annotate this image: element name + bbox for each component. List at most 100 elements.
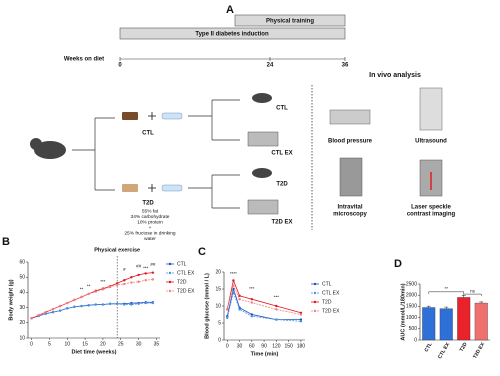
- plus-icon: [148, 112, 156, 120]
- data-point: [66, 301, 69, 305]
- method-label: Ultrasound: [415, 139, 447, 145]
- data-point: [44, 310, 48, 314]
- bottle-icon: [161, 184, 183, 192]
- x-tick-label: T2D: [459, 341, 469, 353]
- data-point: [226, 316, 229, 320]
- bar: [457, 297, 471, 341]
- y-tick-label: 10: [215, 303, 221, 309]
- branch: [72, 117, 115, 191]
- data-point: [299, 313, 303, 316]
- method-label: Intravital: [337, 205, 362, 211]
- y-axis-title: AUC (mmol/L/180min): [400, 283, 406, 340]
- x-tick-label: 30: [237, 343, 243, 349]
- timeline-tick-label: 24: [267, 63, 274, 69]
- data-point: [123, 282, 126, 286]
- data-point: [87, 304, 90, 307]
- bracket-label: ns: [470, 288, 476, 293]
- x-tick-label: CTL: [424, 342, 434, 353]
- data-point: [108, 285, 112, 289]
- data-point: [37, 314, 40, 317]
- induction-label: Type II diabetes induction: [195, 32, 269, 38]
- annotation: ***: [249, 286, 255, 291]
- data-point: [151, 301, 155, 305]
- data-point: [151, 271, 155, 274]
- group-label: CTL: [142, 131, 154, 137]
- arm-label: T2D: [276, 182, 288, 188]
- data-point: [232, 284, 235, 287]
- bracket-label: **: [444, 286, 448, 291]
- treadmill-icon: [247, 131, 279, 147]
- diet-line: water: [144, 236, 156, 242]
- legend-label: T2D EX: [177, 288, 195, 294]
- mouse-icon: [30, 138, 42, 150]
- x-tick-label: 10: [64, 341, 70, 347]
- data-point: [275, 318, 278, 321]
- panel-label: D: [394, 258, 402, 270]
- legend-marker: [168, 280, 172, 284]
- legend-marker: [168, 289, 172, 293]
- data-point: [232, 279, 235, 282]
- treadmill-icon: [247, 199, 279, 215]
- series-line: [226, 284, 301, 315]
- data-point: [58, 304, 62, 308]
- y-axis-title: Blood glucose (mmol / L): [204, 273, 210, 339]
- data-point: [250, 298, 254, 301]
- method-label: contrast imaging: [407, 212, 456, 218]
- method-label: Blood pressure: [328, 139, 373, 145]
- training-label: Physical training: [266, 19, 314, 25]
- arm-label: T2D EX: [271, 220, 292, 226]
- data-point: [250, 313, 254, 316]
- y-tick-label: 0: [218, 337, 221, 343]
- training-bar: [234, 14, 346, 27]
- series-line: [226, 291, 301, 322]
- data-point: [87, 292, 90, 296]
- legend-label: T2D: [322, 299, 332, 305]
- y-tick-label: 20: [19, 320, 25, 326]
- bracket: [428, 291, 464, 294]
- annotation: ***: [143, 265, 149, 270]
- x-tick-label: 180: [297, 343, 306, 349]
- y-tick-label: 500: [409, 326, 418, 332]
- ultrasound-icon: [419, 87, 443, 131]
- bar: [474, 302, 488, 341]
- data-point: [275, 304, 278, 308]
- data-point: [151, 278, 155, 281]
- legend-marker: [313, 291, 317, 295]
- data-point: [130, 303, 133, 306]
- data-point: [299, 311, 303, 314]
- annotation: ***: [274, 295, 280, 300]
- legend-label: CTL: [322, 281, 332, 287]
- data-point: [58, 309, 62, 312]
- x-tick-label: 20: [100, 341, 106, 347]
- timeline-title: Weeks on diet: [64, 57, 104, 63]
- induction-bar: [119, 27, 346, 40]
- x-tick-label: 120: [272, 343, 281, 349]
- branch: [188, 99, 240, 209]
- legend-marker: [313, 309, 317, 313]
- y-tick-label: 20: [215, 269, 221, 275]
- data-point: [250, 301, 254, 304]
- legend-label: CTL EX: [322, 290, 340, 296]
- method-label: Laser speckle: [411, 205, 451, 211]
- y-tick-label: 2000: [406, 293, 417, 299]
- analysis-title: In vivo analysis: [369, 72, 421, 79]
- data-point: [144, 272, 147, 275]
- diet-line: 34% carbohydrate: [131, 214, 170, 220]
- annotation: **: [87, 284, 91, 289]
- data-point: [101, 288, 105, 291]
- x-tick-label: 35: [154, 341, 160, 347]
- data-point: [108, 302, 112, 305]
- data-point: [80, 295, 83, 299]
- data-point: [299, 320, 303, 323]
- data-point: [238, 294, 241, 297]
- y-tick-label: 30: [19, 305, 25, 311]
- x-tick-label: 25: [118, 341, 124, 347]
- annotation: ##: [136, 264, 142, 269]
- legend-marker: [313, 300, 317, 304]
- legend-label: CTL: [177, 261, 187, 267]
- data-point: [94, 303, 97, 306]
- data-point: [238, 308, 241, 311]
- x-tick-label: 0: [226, 343, 229, 349]
- bracket: [463, 293, 482, 297]
- data-point: [94, 290, 97, 293]
